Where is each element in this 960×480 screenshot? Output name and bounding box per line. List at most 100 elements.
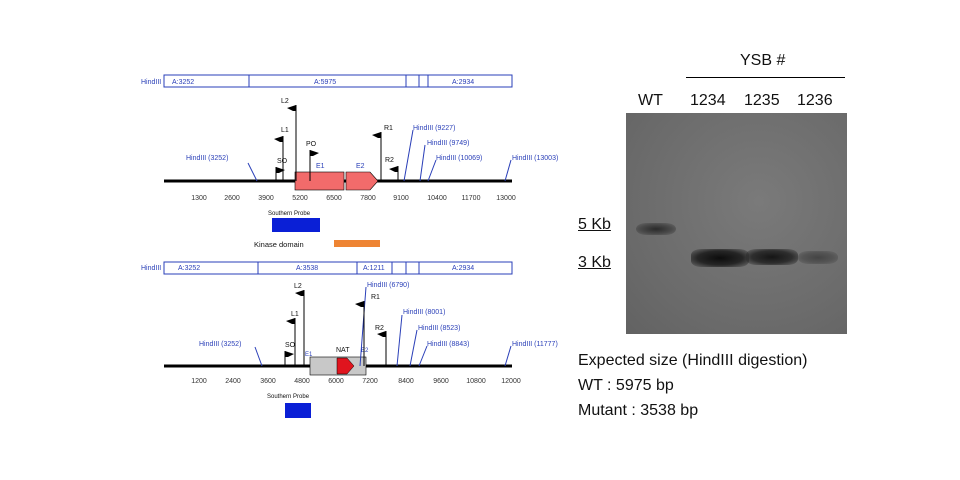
map2-scale-tick: 9600 (433, 378, 449, 385)
caption-mutant-size: Mutant : 3538 bp (578, 402, 699, 419)
map1-site-line (427, 159, 437, 182)
map2-site-label-6790: HindIII (6790) (367, 282, 409, 289)
map2-site-line (418, 345, 428, 367)
map2-southern-probe (285, 403, 311, 418)
map2-primer-l2-flag (295, 290, 304, 296)
map2-scale-tick: 10800 (466, 378, 486, 385)
map1-site-label-13003: HindIII (13003) (512, 155, 558, 162)
map1-exon-e1 (294, 171, 345, 191)
gene-maps: HindIII A:3252 A:5975 A:2934 E1 E2 1300 2600 390… (141, 74, 558, 418)
map1-kinase-domain (334, 240, 380, 247)
map2-primer-label-r2: R2 (375, 325, 384, 332)
lane-label-1235: 1235 (744, 92, 780, 109)
map1-site-label-9749: HindIII (9749) (427, 140, 469, 147)
map1-site-label-10069: HindIII (10069) (436, 155, 482, 162)
map2-primer-label-l2: L2 (294, 283, 302, 290)
map2-site-line (504, 345, 512, 367)
map1-scale-tick: 10400 (427, 195, 447, 202)
map2-scale-tick: 6000 (328, 378, 344, 385)
lane-label-1236: 1236 (797, 92, 833, 109)
map2-scale-tick: 1200 (191, 378, 207, 385)
map2-bar-label-a1211: A:1211 (363, 265, 385, 272)
map1-primer-r2-flag (389, 166, 398, 172)
map2-nat-arrow (336, 357, 355, 375)
map1-site-line (403, 129, 414, 182)
map1-primer-po-flag (310, 150, 319, 156)
map2-scale-tick: 4800 (294, 378, 310, 385)
map2-nat-label: NAT (336, 347, 350, 354)
map1-exon-label-e2: E2 (356, 163, 365, 170)
map1-primer-label-po: PO (306, 141, 317, 148)
lane-label-wt: WT (638, 92, 663, 109)
map1-bar-label-hindiii: HindIII (141, 79, 161, 86)
map2-site-line (409, 329, 418, 367)
band-1236 (798, 251, 838, 264)
map1-primer-l2-flag (287, 105, 296, 111)
map2-exon-label-e2: E2 (361, 348, 369, 354)
map1-scale-tick: 13000 (496, 195, 516, 202)
map1-scale-tick: 1300 (191, 195, 207, 202)
map1-primer-r1-flag (372, 132, 381, 138)
map1-site-line (247, 162, 258, 182)
map2-bar-label-hindiii: HindIII (141, 265, 161, 272)
map1-scale-tick: 5200 (292, 195, 308, 202)
map2-site-line (254, 346, 263, 367)
map2-scale-tick: 8400 (398, 378, 414, 385)
southern-blot-gel (626, 113, 847, 334)
map1-primer-label-so: SO (277, 158, 288, 165)
map1-exon-e2 (345, 171, 379, 191)
map2-site-line (396, 314, 403, 367)
map1-primer-label-l1: L1 (281, 127, 289, 134)
map1-site-line (419, 144, 426, 182)
map2-site-label-11777: HindIII (11777) (512, 341, 558, 348)
caption-title: Expected size (HindIII digestion) (578, 352, 808, 369)
band-wt (636, 223, 676, 235)
map1-scale-tick: 2600 (224, 195, 240, 202)
map1-primer-label-l2: L2 (281, 98, 289, 105)
caption-wt-size: WT : 5975 bp (578, 377, 674, 394)
map1-primer-l1-flag (274, 136, 283, 142)
map2-site-label-8843: HindIII (8843) (427, 341, 469, 348)
band-1235 (746, 249, 798, 265)
map1-primer-so-flag (276, 167, 285, 173)
map1-scale-tick: 7800 (360, 195, 376, 202)
map2-scale-tick: 7200 (362, 378, 378, 385)
map1-kinase-label: Kinase domain (254, 240, 304, 249)
map2-bar-label-a3538: A:3538 (296, 265, 318, 272)
map1-primer-label-r1: R1 (384, 125, 393, 132)
map1-primer-label-r2: R2 (385, 157, 394, 164)
map2-primer-l1-flag (286, 318, 295, 324)
map2-scale-tick: 3600 (260, 378, 276, 385)
map2-scale-tick: 12000 (501, 378, 521, 385)
map2-site-line (359, 286, 367, 367)
marker-5kb: 5 Kb (578, 216, 611, 233)
map1-site-line (504, 159, 512, 182)
map1-site-label-3252: HindIII (3252) (186, 155, 228, 162)
band-1234 (691, 249, 749, 267)
map2-primer-label-so: SO (285, 342, 296, 349)
map1-scale-tick: 6500 (326, 195, 342, 202)
map1-scale-tick: 3900 (258, 195, 274, 202)
map2-site-label-8523: HindIII (8523) (418, 325, 460, 332)
map2-scale-tick: 2400 (225, 378, 241, 385)
map2-primer-so-flag (285, 351, 294, 357)
ysb-group-underline (686, 77, 845, 78)
map1-southern-probe (272, 218, 320, 232)
map2-probe-label: Southern Probe (267, 394, 310, 400)
map1-bar-label-a2934: A:2934 (452, 79, 474, 86)
map2-site-label-8001: HindIII (8001) (403, 309, 445, 316)
map2-primer-r2-flag (377, 331, 386, 337)
map2-segment-bar (163, 261, 513, 275)
map1-bar-label-a3252: A:3252 (172, 79, 194, 86)
marker-3kb: 3 Kb (578, 254, 611, 271)
map2-site-label-3252: HindIII (3252) (199, 341, 241, 348)
map1-probe-label: Southern Probe (268, 211, 311, 217)
map2-bar-label-a2934: A:2934 (452, 265, 474, 272)
map1-segment-bar (163, 74, 513, 88)
map1-scale-tick: 11700 (462, 195, 481, 202)
lane-label-1234: 1234 (690, 92, 726, 109)
map1-bar-label-a5975: A:5975 (314, 79, 336, 86)
map2-exon-label-e1: E1 (305, 352, 313, 358)
map2-primer-label-r1: R1 (371, 294, 380, 301)
map2-bar-label-a3252: A:3252 (178, 265, 200, 272)
